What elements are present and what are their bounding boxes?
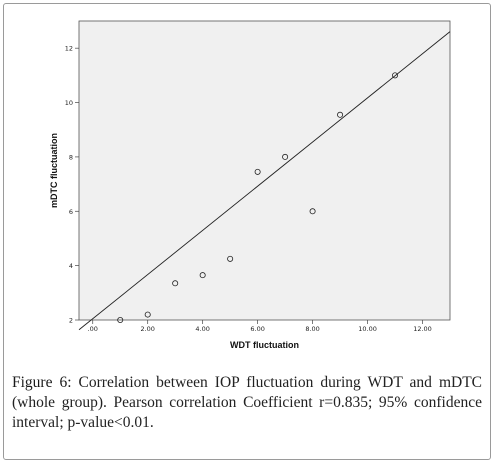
figure-label: Figure 6: <box>12 374 72 391</box>
x-tick-label: .00 <box>88 325 98 333</box>
data-points <box>117 72 399 323</box>
data-point <box>144 311 151 318</box>
y-tick-label: 12 <box>65 45 73 53</box>
x-axis: .00 2.00 4.00 6.00 8.00 10.00 12.00 <box>88 320 432 333</box>
data-point <box>172 280 179 287</box>
caption-text: Correlation between IOP fluctuation duri… <box>12 374 482 431</box>
plot-area <box>78 20 451 321</box>
data-point <box>282 153 289 160</box>
x-tick-label: 8.00 <box>305 325 319 333</box>
x-tick-label: 4.00 <box>195 325 209 333</box>
data-point <box>254 168 261 175</box>
y-axis-title: mDTC fluctuation <box>49 133 59 208</box>
figure-caption: Figure 6: Correlation between IOP fluctu… <box>12 373 482 433</box>
y-tick-label: 4 <box>69 262 73 270</box>
data-point <box>227 255 234 262</box>
y-axis: 2 4 6 8 10 12 <box>65 45 79 325</box>
x-tick-label: 2.00 <box>140 325 154 333</box>
data-point <box>309 208 316 215</box>
regression-line <box>78 31 451 331</box>
data-point <box>337 111 344 118</box>
scatter-chart: .00 2.00 4.00 6.00 8.00 10.00 12.00 2 4 6 8 10 12 W… <box>49 20 451 350</box>
x-axis-title: WDT fluctuation <box>230 340 299 350</box>
x-tick-label: 12.00 <box>413 325 432 333</box>
data-point <box>392 72 399 79</box>
data-point <box>199 272 206 279</box>
y-tick-label: 6 <box>69 208 73 216</box>
x-tick-label: 6.00 <box>250 325 264 333</box>
y-tick-label: 2 <box>69 317 73 325</box>
data-point <box>117 316 124 323</box>
y-tick-label: 10 <box>65 99 73 107</box>
y-tick-label: 8 <box>69 153 73 161</box>
x-tick-label: 10.00 <box>358 325 377 333</box>
